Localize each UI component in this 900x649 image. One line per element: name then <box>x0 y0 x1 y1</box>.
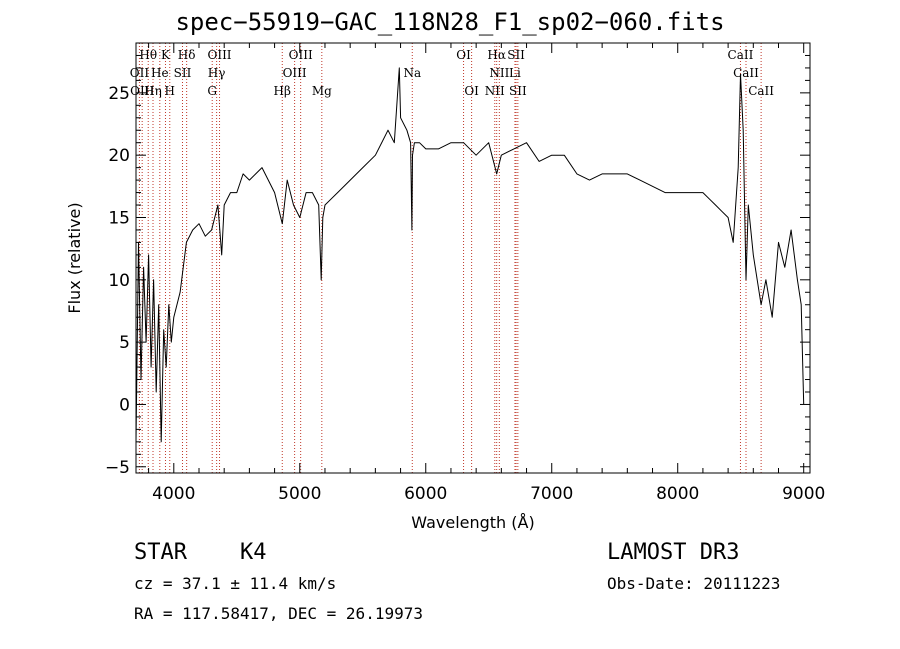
x-tick-label: 9000 <box>782 484 825 504</box>
spectral-line-label: H <box>165 84 175 98</box>
y-tick-label: 0 <box>119 395 130 415</box>
x-tick-label: 5000 <box>278 484 321 504</box>
spectral-line-label: NII <box>485 84 505 98</box>
object-subclass: K4 <box>240 540 267 565</box>
spectral-line-label: Hγ <box>208 66 226 80</box>
y-tick-label: 20 <box>108 146 130 166</box>
plot-frame <box>135 42 811 474</box>
spectral-line-label: OIII <box>289 48 313 62</box>
spectral-line-label: He <box>151 66 169 80</box>
spectral-line-label: Na <box>403 66 421 80</box>
x-tick-label: 4000 <box>152 484 195 504</box>
spectral-line-label: CaII <box>728 48 754 62</box>
x-tick-label: 8000 <box>656 484 699 504</box>
y-tick-label: −5 <box>105 458 130 478</box>
y-tick-label: 25 <box>108 84 130 104</box>
spectral-line-label: SII <box>507 48 525 62</box>
spectral-line-label: NII <box>489 66 509 80</box>
spectral-line-label: Hη <box>144 84 162 98</box>
spectral-line-label: OIII <box>283 66 307 80</box>
spectral-line-label: OIII <box>207 48 231 62</box>
spectral-line-label: Hβ <box>274 84 291 98</box>
spectral-line-label: Mg <box>312 84 332 98</box>
spectral-line-label: CaII <box>748 84 774 98</box>
spectral-line-label: Hδ <box>178 48 196 62</box>
obs-date: Obs-Date: 20111223 <box>607 574 781 593</box>
spectral-line-label: OI <box>456 48 471 62</box>
spectrum-line <box>135 67 805 443</box>
survey-name: LAMOST DR3 <box>607 540 740 565</box>
x-axis-ticks: 4000 5000 6000 7000 8000 9000 <box>148 43 825 504</box>
spectral-line-label: Hθ <box>139 48 157 62</box>
spectral-line-label: CaII <box>733 66 759 80</box>
spectral-line-label: OII <box>130 66 150 80</box>
object-class: STAR <box>134 540 187 565</box>
spectral-line-label: SII <box>174 66 192 80</box>
y-tick-label: 10 <box>108 271 130 291</box>
spectral-line-markers <box>138 43 762 473</box>
spectral-line-label: K <box>161 48 171 62</box>
spectral-line-label: Li <box>509 66 521 80</box>
coordinates: RA = 117.58417, DEC = 26.19973 <box>134 604 423 623</box>
y-tick-label: 15 <box>108 208 130 228</box>
y-axis-ticks: −5 0 5 10 15 20 25 <box>105 54 810 478</box>
spectral-line-label: SII <box>509 84 527 98</box>
chart-title: spec−55919−GAC_118N28_F1_sp02−060.fits <box>175 8 725 36</box>
x-axis-label: Wavelength (Å) <box>411 513 534 532</box>
y-axis-label: Flux (relative) <box>65 202 84 313</box>
x-tick-label: 6000 <box>404 484 447 504</box>
spectral-line-label: G <box>207 84 217 98</box>
spectral-line-label: OI <box>464 84 479 98</box>
x-tick-label: 7000 <box>530 484 573 504</box>
y-tick-label: 5 <box>119 333 130 353</box>
redshift-cz: cz = 37.1 ± 11.4 km/s <box>134 574 337 593</box>
spectral-line-label: Hα <box>487 48 506 62</box>
